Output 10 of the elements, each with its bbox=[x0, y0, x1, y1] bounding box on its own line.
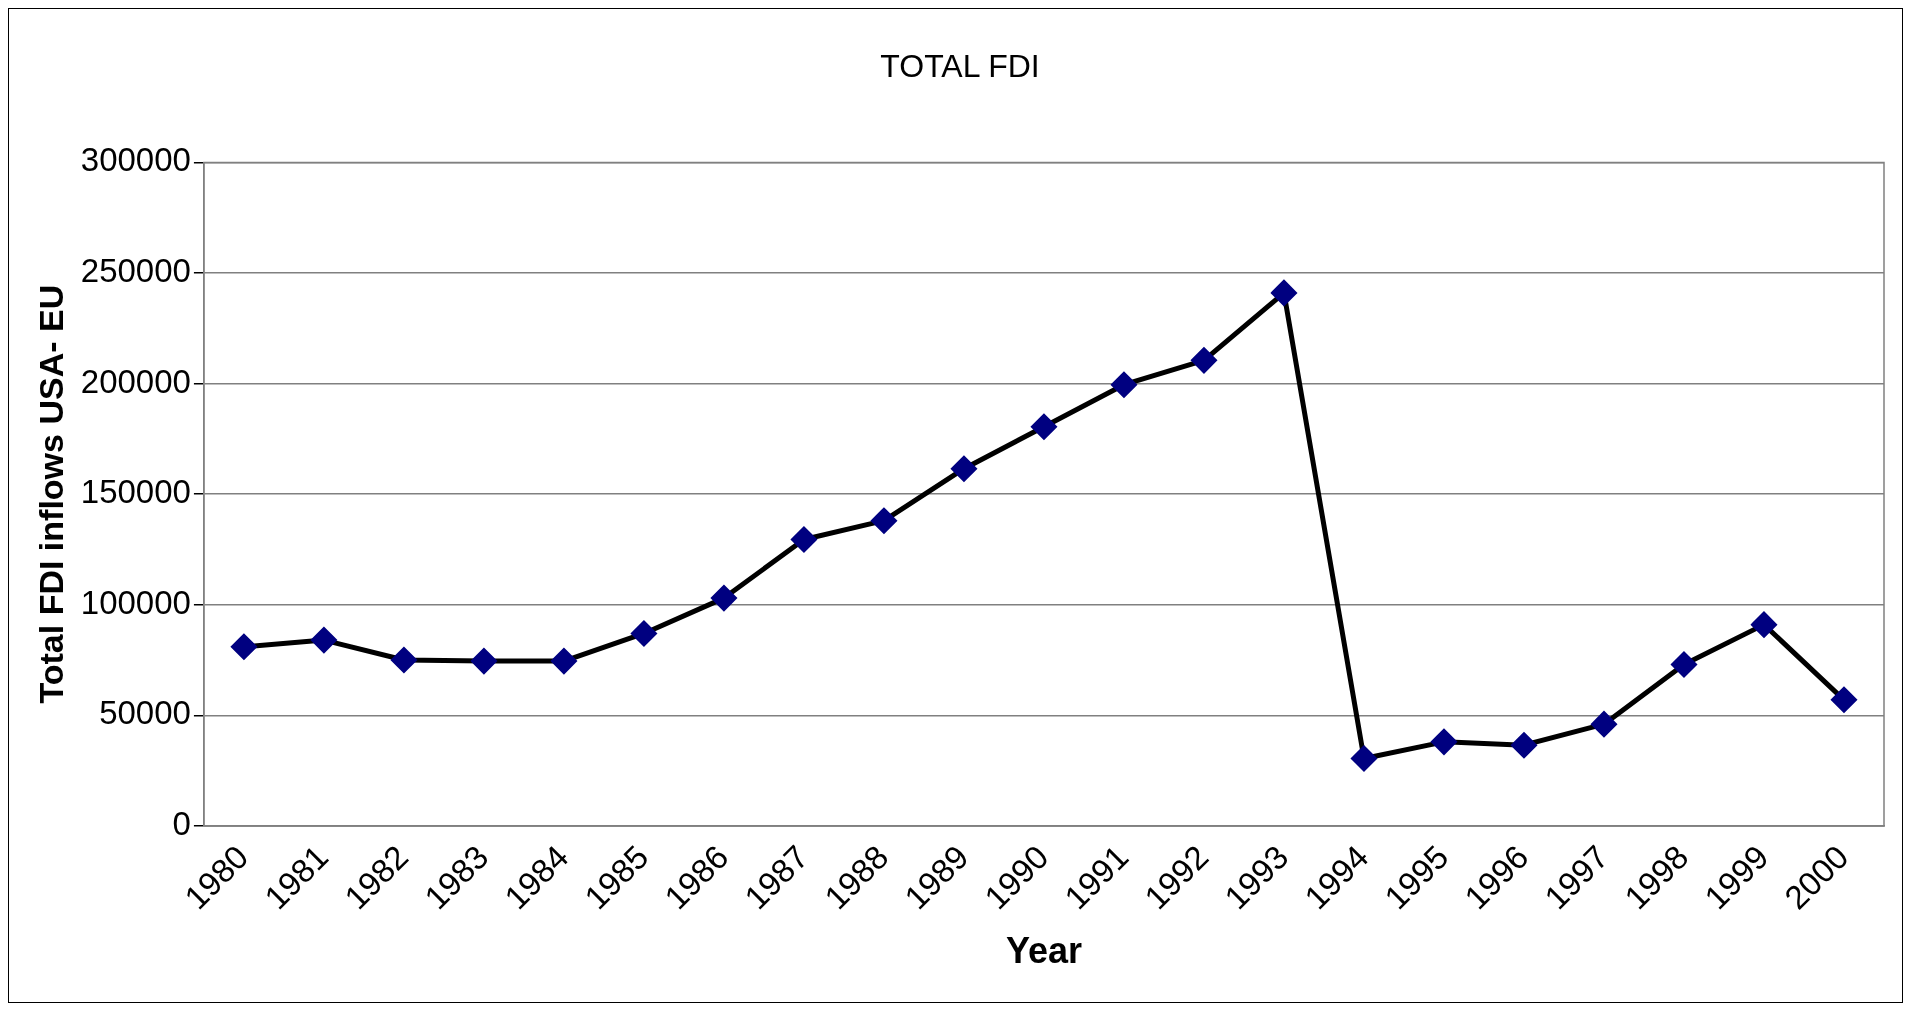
chart-title: TOTAL FDI bbox=[880, 48, 1040, 85]
y-tick-label: 0 bbox=[172, 804, 191, 842]
y-tick-label: 50000 bbox=[99, 694, 191, 732]
y-tick-label: 100000 bbox=[80, 583, 191, 621]
y-tick-label: 250000 bbox=[80, 252, 191, 290]
x-axis-title: Year bbox=[1005, 930, 1082, 972]
y-tick-label: 200000 bbox=[80, 362, 191, 400]
y-tick-label: 150000 bbox=[80, 473, 191, 511]
y-tick-label: 300000 bbox=[80, 141, 191, 179]
y-axis-title: Total FDI inflows USA- EU bbox=[31, 284, 70, 704]
